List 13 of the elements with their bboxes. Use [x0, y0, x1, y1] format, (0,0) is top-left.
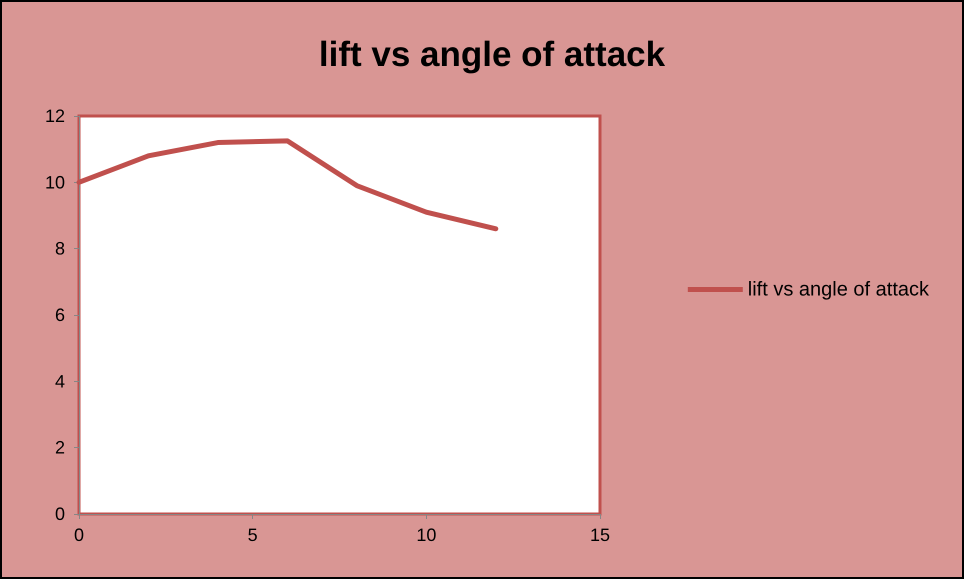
y-tick-label: 12: [44, 106, 65, 126]
x-tick-label: 10: [416, 525, 436, 545]
x-tick-label: 0: [74, 525, 84, 545]
y-tick-label: 0: [54, 504, 65, 524]
legend-label: lift vs angle of attack: [748, 278, 930, 300]
x-tick-label: 5: [248, 525, 258, 545]
y-tick-label: 8: [54, 238, 65, 259]
chart-title: lift vs angle of attack: [318, 35, 666, 74]
y-tick-label: 4: [54, 371, 65, 392]
y-tick-label: 6: [54, 305, 65, 325]
y-tick-label: 2: [54, 438, 65, 458]
x-tick-label: 15: [590, 525, 610, 545]
y-tick-label: 10: [44, 172, 65, 192]
